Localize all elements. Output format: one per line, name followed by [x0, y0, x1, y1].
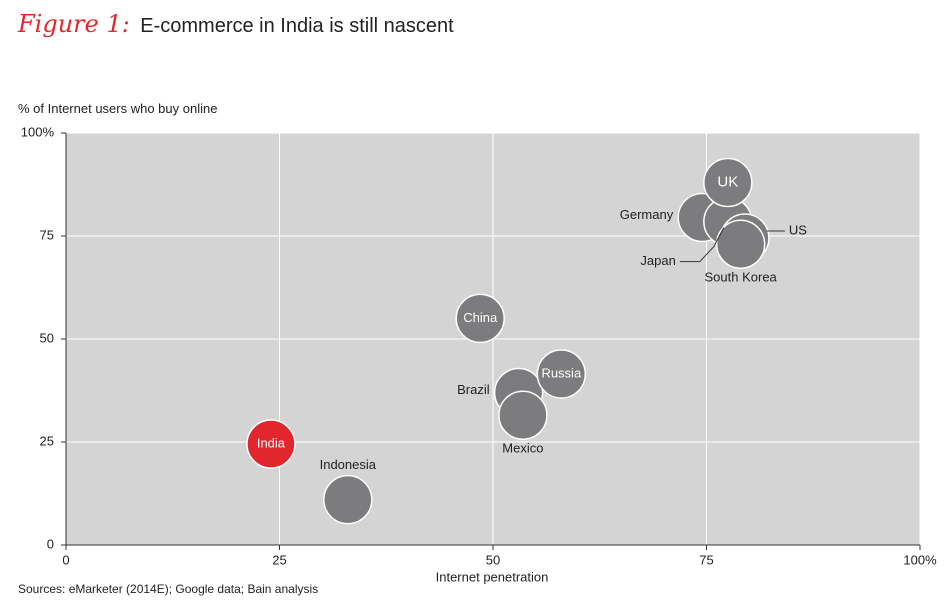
point-label-germany: Germany — [620, 207, 674, 222]
y-axis-label: % of Internet users who buy online — [18, 101, 218, 116]
point-label-mexico: Mexico — [502, 441, 543, 456]
callout-leader-japan — [699, 246, 715, 262]
y-tick-label: 25 — [40, 433, 54, 448]
bubble-russia — [536, 349, 587, 399]
bubble-uk — [703, 157, 753, 208]
point-label-russia: Russia — [541, 365, 582, 380]
figure-header: Figure 1: E-commerce in India is still n… — [18, 10, 454, 38]
point-label-india: India — [257, 435, 286, 450]
point-label-uk: UK — [717, 173, 738, 190]
y-tick-label: 50 — [40, 330, 54, 345]
x-tick-label: 50 — [486, 552, 500, 567]
y-tick-label: 0 — [47, 536, 54, 551]
point-label-us: US — [789, 222, 807, 237]
point-label-south-korea: South Korea — [705, 270, 778, 285]
bubble-china — [455, 293, 505, 344]
y-tick-label: 75 — [40, 227, 54, 242]
x-tick-label: 0 — [62, 552, 69, 567]
source-note: Sources: eMarketer (2014E); Google data;… — [18, 582, 319, 596]
x-tick-label: 25 — [272, 552, 286, 567]
figure-title: E-commerce in India is still nascent — [140, 15, 454, 37]
bubble-indonesia — [323, 474, 373, 525]
point-label-japan: Japan — [640, 253, 675, 268]
bubble-south-korea — [715, 219, 766, 269]
y-tick-label: 100% — [21, 124, 55, 139]
x-tick-label: 75 — [699, 552, 713, 567]
x-tick-label: 100% — [903, 552, 937, 567]
bubble-india — [246, 419, 296, 469]
point-label-indonesia: Indonesia — [320, 457, 377, 472]
callout-leader-japan — [713, 227, 725, 247]
point-label-china: China — [463, 310, 498, 325]
point-label-brazil: Brazil — [457, 382, 490, 397]
x-axis-label: Internet penetration — [436, 569, 549, 584]
figure-label: Figure 1: — [18, 10, 130, 38]
bubble-mexico — [498, 390, 548, 440]
